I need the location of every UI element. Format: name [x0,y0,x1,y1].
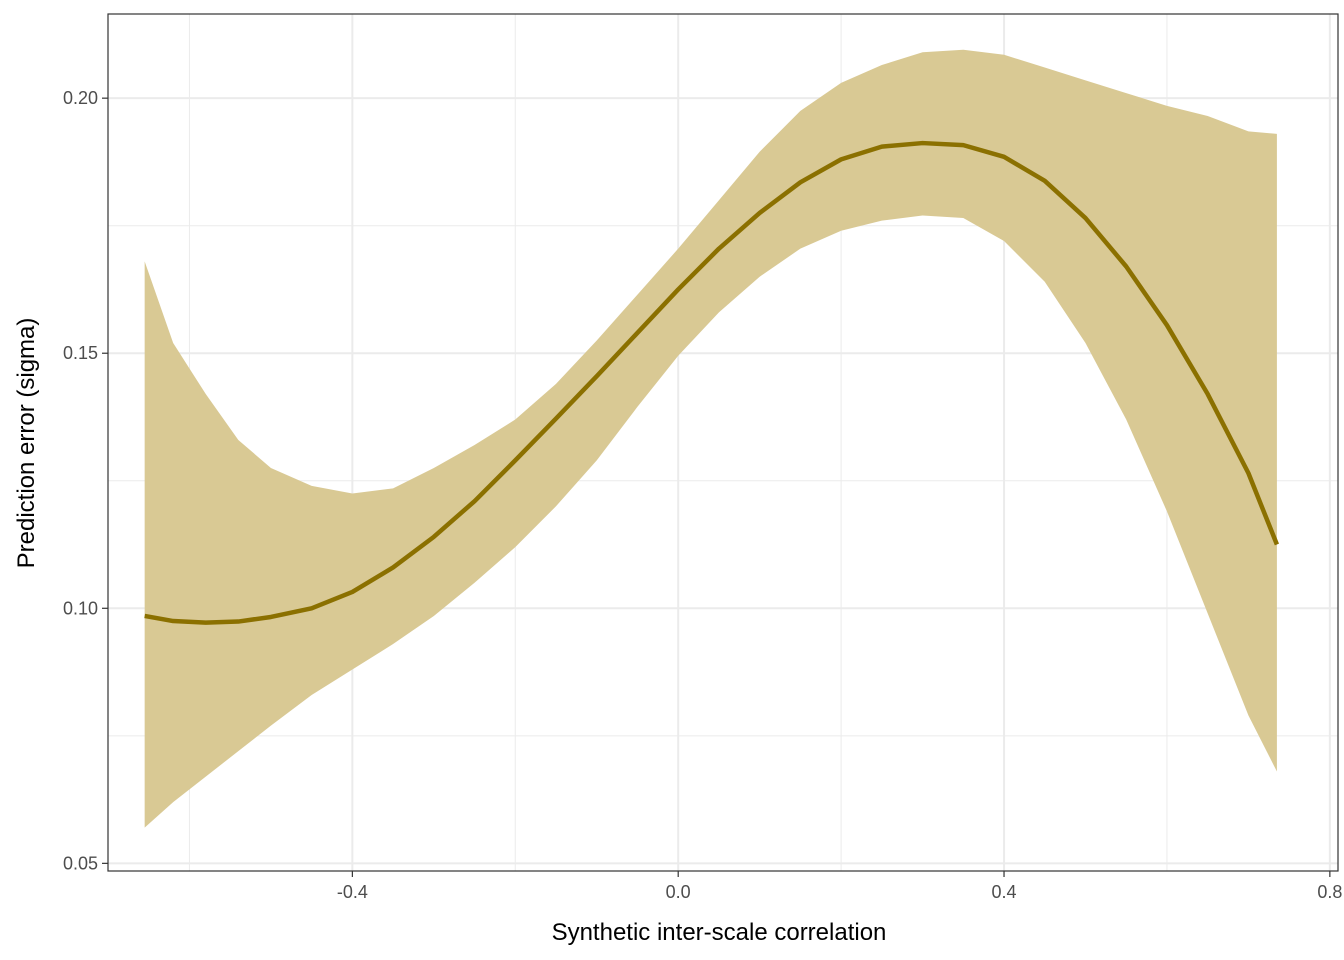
y-axis: 0.05 0.10 0.15 0.20 [63,88,108,873]
x-tick-label: -0.4 [337,882,368,902]
grid-major [108,14,1338,871]
y-tick-label: 0.10 [63,598,98,618]
x-axis: -0.4 0.0 0.4 0.8 [337,871,1342,902]
x-axis-title: Synthetic inter-scale correlation [552,919,887,946]
x-tick-label: 0.4 [992,882,1017,902]
confidence-ribbon [144,49,1277,828]
series-line [144,140,1279,625]
y-axis-title: Prediction error (sigma) [13,318,40,569]
x-tick-label: 0.8 [1317,882,1342,902]
y-tick-label: 0.05 [63,853,98,873]
y-tick-label: 0.20 [63,88,98,108]
x-tick-label: 0.0 [666,882,691,902]
panel-border [107,13,1339,872]
y-tick-label: 0.15 [63,343,98,363]
